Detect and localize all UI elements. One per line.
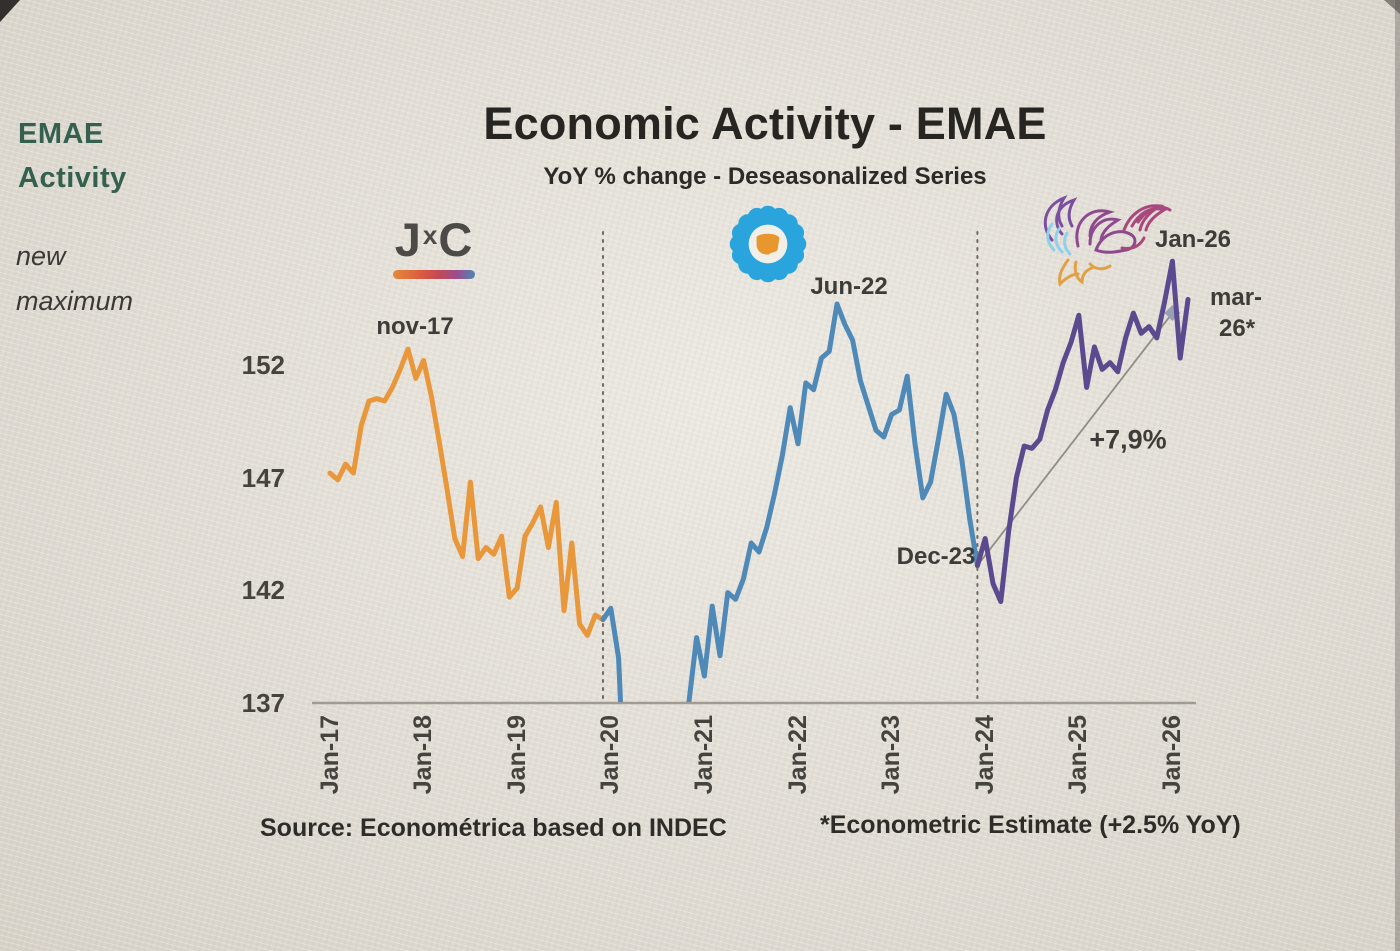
y-tick-label-142: 142 <box>241 575 285 606</box>
sun-center-map-shape <box>756 233 780 255</box>
jxc-gradient-bar <box>393 270 475 279</box>
x-tick-label-jan-20: Jan-20 <box>596 715 625 795</box>
left-note-line1: new <box>16 241 66 271</box>
left-title-line2: Activity <box>18 162 127 194</box>
x-tick-label-jan-26: Jan-26 <box>1157 715 1186 795</box>
x-tick-label-jan-23: Jan-23 <box>877 715 906 795</box>
series-line-la-libertad-avanza-period <box>974 258 1191 605</box>
x-tick-label-jan-17: Jan-17 <box>315 715 344 795</box>
estimate-note: *Econometric Estimate (+2.5% YoY) <box>820 811 1241 839</box>
eagle-right-wing <box>1120 204 1172 250</box>
sun-party-logo-icon <box>729 205 807 283</box>
period-divider-dotted-lines <box>602 231 979 701</box>
annotation-mar-26-line2: 26* <box>1219 315 1256 342</box>
series-lines <box>327 258 1191 702</box>
x-tick-label-jan-22: Jan-22 <box>783 715 812 795</box>
photo-corner-artifact <box>0 0 20 22</box>
series-line-jxc-period <box>327 346 606 638</box>
jxc-letter-c: C <box>438 213 474 266</box>
x-tick-label-jan-24: Jan-24 <box>970 715 999 795</box>
y-tick-label-152: 152 <box>241 349 285 380</box>
series-line-frente-de-todos-period <box>600 301 980 702</box>
jxc-party-logo: JxC <box>386 212 482 279</box>
chart-header: Economic Activity - EMAE YoY % change - … <box>350 98 1180 191</box>
left-title-line1: EMAE <box>18 118 104 150</box>
sun-petals <box>729 205 807 283</box>
x-tick-label-jan-18: Jan-18 <box>409 715 438 795</box>
left-panel-note: new maximum <box>16 234 133 324</box>
eagle-cyan-feathers <box>1046 222 1072 256</box>
annotation-mar-26-line1: mar- <box>1210 284 1263 311</box>
annotation-nov-17: nov-17 <box>376 313 454 340</box>
x-tick-label-jan-21: Jan-21 <box>689 715 718 795</box>
chart-title: Economic Activity - EMAE <box>483 98 1047 149</box>
annotation-jan-26: Jan-26 <box>1154 226 1232 253</box>
chart-subtitle: YoY % change - Deseasonalized Series <box>543 163 987 190</box>
left-note-line2: maximum <box>16 286 134 316</box>
eagle-talons <box>1058 258 1112 287</box>
jxc-letter-j: J <box>394 213 422 266</box>
photo-edge-artifact <box>1395 0 1400 951</box>
annotation-jun-22: Jun-22 <box>810 273 888 300</box>
photo-corner-artifact <box>1384 0 1400 14</box>
annotation-dec-23: Dec-23 <box>896 543 976 570</box>
source-note: Source: Econométrica based on INDEC <box>260 814 727 842</box>
x-tick-label-jan-19: Jan-19 <box>502 715 531 795</box>
jxc-letter-x: x <box>422 220 438 250</box>
x-tick-label-jan-25: Jan-25 <box>1064 715 1093 795</box>
annotation-growth-pct: +7,9% <box>1089 424 1167 455</box>
eagle-party-logo-icon <box>1043 194 1172 287</box>
left-panel-title: EMAE Activity <box>18 112 127 200</box>
y-tick-label-147: 147 <box>241 462 285 493</box>
y-tick-label-137: 137 <box>241 688 285 718</box>
